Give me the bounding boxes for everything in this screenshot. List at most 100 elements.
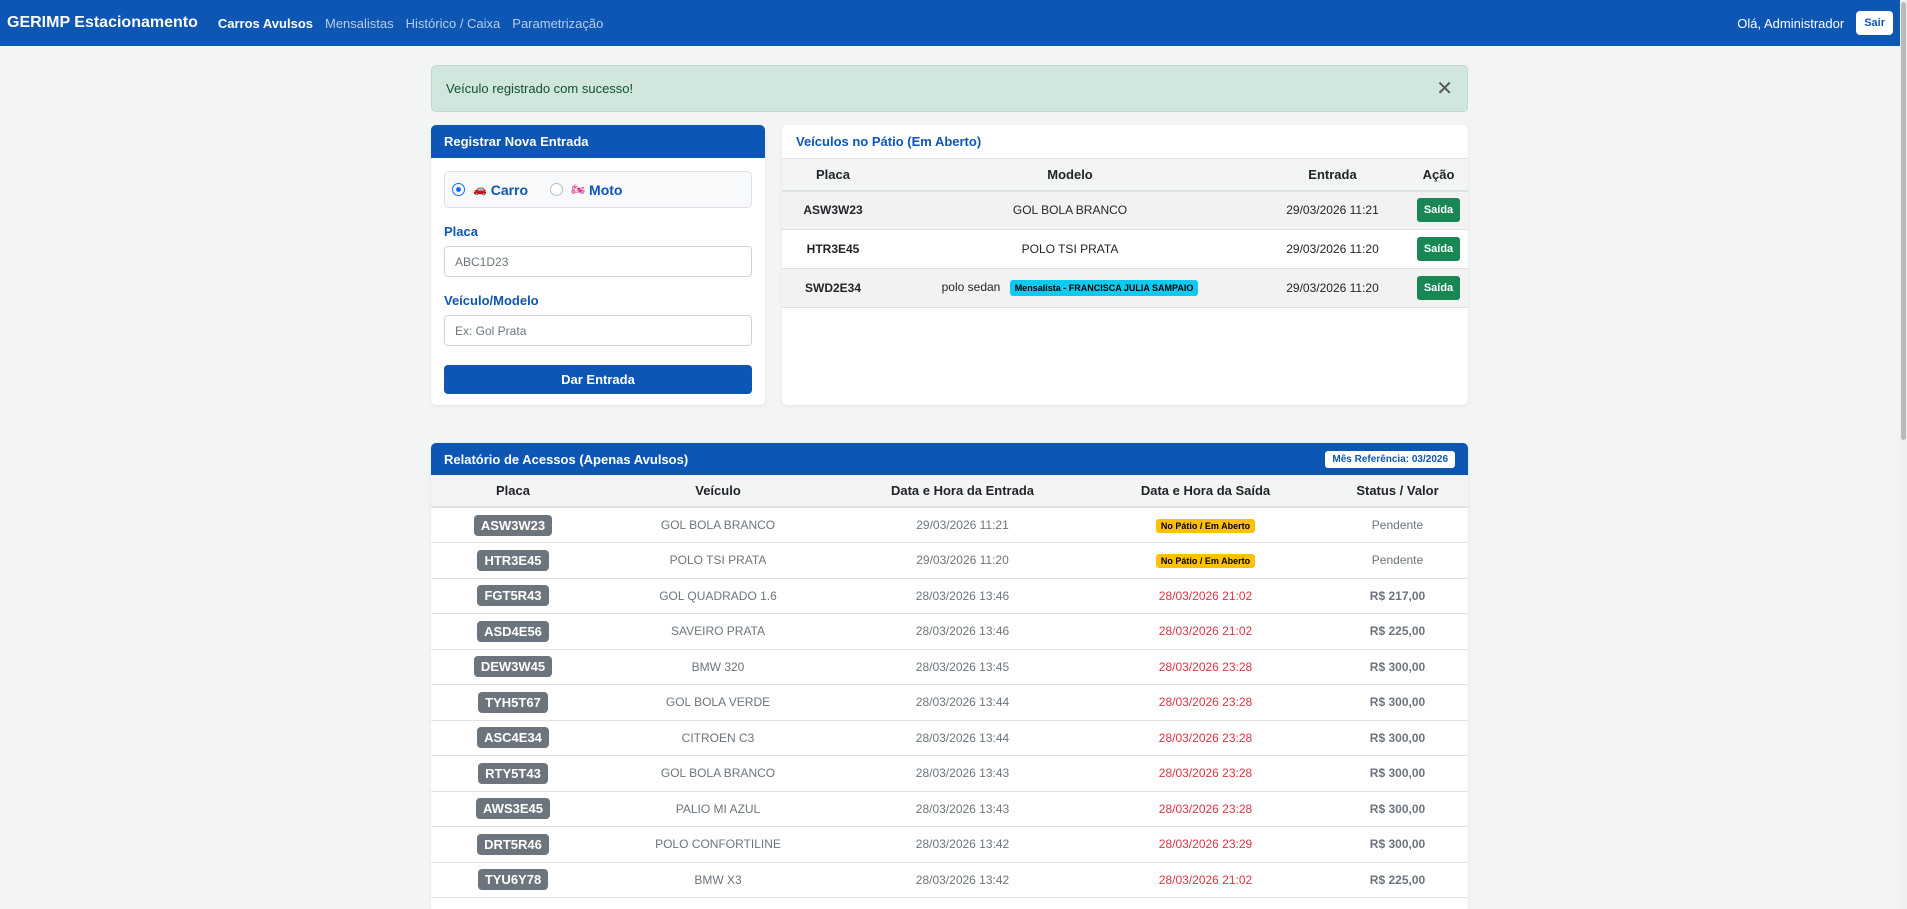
- patio-acao-cell: Saída: [1409, 190, 1468, 230]
- report-saida: 28/03/2026 23:28: [1158, 801, 1253, 816]
- patio-header-acao: Ação: [1409, 158, 1468, 192]
- patio-row: SWD2E34 polo sedan Mensalista - FRANCISC…: [782, 268, 1468, 308]
- report-header-status: Status / Valor: [1327, 475, 1468, 508]
- report-veiculo: BMW 320: [595, 649, 841, 685]
- nav-historico-caixa[interactable]: Histórico / Caixa: [405, 15, 501, 31]
- report-entrada: 29/03/2026 11:20: [841, 542, 1084, 579]
- report-placa-cell: ASC4E34: [431, 720, 595, 756]
- placa-label: Placa: [444, 224, 478, 239]
- report-title: Relatório de Acessos (Apenas Avulsos): [444, 451, 689, 467]
- report-entrada: 28/03/2026 13:46: [841, 613, 1084, 650]
- report-saida-cell: 28/03/2026 23:28: [1084, 720, 1327, 756]
- report-veiculo: SAVEIRO PRATA: [595, 613, 841, 650]
- report-saida: 28/03/2026 23:29: [1158, 837, 1253, 852]
- scrollbar-thumb[interactable]: [1901, 2, 1906, 440]
- plate-badge: ASC4E34: [477, 727, 549, 749]
- patio-placa: SWD2E34: [782, 268, 884, 308]
- report-status: Pendente: [1327, 542, 1468, 579]
- nav-parametrizacao[interactable]: Parametrização: [512, 15, 604, 31]
- motorcycle-icon: 🏍: [571, 184, 586, 196]
- entry-card: Registrar Nova Entrada 🚗 Carro 🏍 Moto Pl…: [431, 125, 765, 405]
- patio-card-title: Veículos no Pátio (Em Aberto): [782, 125, 1468, 158]
- no-patio-badge: No Pátio / Em Aberto: [1155, 518, 1256, 533]
- radio-moto[interactable]: [550, 183, 564, 196]
- report-card: Relatório de Acessos (Apenas Avulsos) Mê…: [431, 443, 1468, 909]
- report-status: R$ 300,00: [1327, 791, 1468, 827]
- report-row: AWS3E45 PALIO MI AZUL 28/03/2026 13:43 28/0…: [431, 791, 1468, 827]
- report-entrada: 28/03/2026 13:44: [841, 684, 1084, 721]
- report-status: R$ 300,00: [1327, 720, 1468, 756]
- patio-placa: ASW3W23: [782, 190, 884, 230]
- report-header-entrada: Data e Hora da Entrada: [841, 475, 1084, 508]
- plate-badge: TYU6Y78: [477, 869, 549, 891]
- modelo-input[interactable]: Ex: Gol Prata: [444, 315, 752, 346]
- radio-carro[interactable]: [452, 183, 465, 196]
- placa-input[interactable]: ABC1D23: [444, 246, 752, 277]
- dar-entrada-button[interactable]: Dar Entrada: [444, 365, 752, 394]
- report-status: R$ 300,00: [1327, 755, 1468, 792]
- report-row: HTR3E45 POLO TSI PRATA 29/03/2026 11:20 No …: [431, 542, 1468, 579]
- patio-row: HTR3E45 POLO TSI PRATA 29/03/2026 11:20 …: [782, 229, 1468, 269]
- patio-header-placa: Placa: [782, 158, 884, 192]
- top-navbar: GERIMP Estacionamento Carros Avulsos Men…: [0, 0, 1900, 46]
- report-row: ASC4E34 CITROEN C3 28/03/2026 13:44 28/03/2…: [431, 720, 1468, 756]
- report-row: ASW3W23 GOL BOLA BRANCO 29/03/2026 11:21 No…: [431, 507, 1468, 543]
- saida-button[interactable]: Saída: [1416, 198, 1461, 223]
- report-body: ASW3W23 GOL BOLA BRANCO 29/03/2026 11:21 No…: [431, 507, 1468, 898]
- plate-badge: ASD4E56: [477, 620, 549, 642]
- brand-logo[interactable]: GERIMP Estacionamento: [7, 14, 198, 31]
- plate-badge: ASW3W23: [473, 514, 553, 536]
- report-row: RTY5T43 GOL BOLA BRANCO 28/03/2026 13:43 28…: [431, 755, 1468, 792]
- report-header-placa: Placa: [431, 475, 595, 508]
- report-entrada: 28/03/2026 13:43: [841, 791, 1084, 827]
- plate-badge: TYH5T67: [478, 691, 548, 713]
- patio-modelo: polo sedan: [941, 280, 1001, 294]
- no-patio-badge: No Pátio / Em Aberto: [1155, 553, 1256, 568]
- report-saida: 28/03/2026 23:28: [1158, 730, 1253, 745]
- report-veiculo: GOL QUADRADO 1.6: [595, 578, 841, 614]
- success-alert: Veículo registrado com sucesso! ✕: [431, 65, 1468, 112]
- report-status: R$ 225,00: [1327, 613, 1468, 650]
- logout-button[interactable]: Sair: [1856, 11, 1893, 35]
- report-saida-cell: 28/03/2026 23:28: [1084, 684, 1327, 721]
- report-saida: 28/03/2026 23:28: [1158, 695, 1253, 710]
- patio-acao-cell: Saída: [1409, 268, 1468, 308]
- patio-placa: HTR3E45: [782, 229, 884, 269]
- report-placa-cell: DEW3W45: [431, 649, 595, 685]
- radio-moto-label[interactable]: Moto: [589, 181, 623, 198]
- saida-button[interactable]: Saída: [1416, 237, 1461, 261]
- radio-carro-label[interactable]: Carro: [490, 181, 529, 198]
- close-icon[interactable]: ✕: [1436, 77, 1453, 100]
- page-scrollbar[interactable]: [1900, 0, 1907, 909]
- report-entrada: 28/03/2026 13:46: [841, 578, 1084, 614]
- report-veiculo: GOL BOLA BRANCO: [595, 755, 841, 792]
- car-icon: 🚗: [473, 184, 487, 196]
- mensalista-badge: Mensalista - FRANCISCA JULIA SAMPAIO: [1009, 280, 1199, 296]
- plate-badge: DRT5R46: [477, 833, 549, 855]
- report-placa-cell: AWS3E45: [431, 791, 595, 827]
- report-entrada: 28/03/2026 13:43: [841, 755, 1084, 792]
- report-entrada: 28/03/2026 13:44: [841, 720, 1084, 756]
- user-greeting: Olá, Administrador: [1737, 15, 1845, 31]
- report-saida: 28/03/2026 21:02: [1158, 872, 1253, 887]
- nav-right: Olá, Administrador Sair: [1737, 11, 1893, 35]
- plate-badge: RTY5T43: [478, 762, 548, 784]
- month-reference-badge: Mês Referência: 03/2026: [1325, 450, 1455, 468]
- report-entrada: 29/03/2026 11:21: [841, 507, 1084, 543]
- saida-button[interactable]: Saída: [1416, 276, 1461, 300]
- report-placa-cell: RTY5T43: [431, 755, 595, 792]
- report-placa-cell: DRT5R46: [431, 826, 595, 863]
- report-row: DRT5R46 POLO CONFORTILINE 28/03/2026 13:42…: [431, 826, 1468, 863]
- report-veiculo: POLO TSI PRATA: [595, 542, 841, 579]
- report-placa-cell: ASW3W23: [431, 507, 595, 543]
- report-status: Pendente: [1327, 507, 1468, 543]
- nav-mensalistas[interactable]: Mensalistas: [325, 15, 394, 31]
- patio-entrada: 29/03/2026 11:21: [1256, 190, 1409, 230]
- report-placa-cell: TYH5T67: [431, 684, 595, 721]
- patio-acao-cell: Saída: [1409, 229, 1468, 269]
- nav-carros-avulsos[interactable]: Carros Avulsos: [217, 15, 313, 31]
- report-placa-cell: ASD4E56: [431, 613, 595, 650]
- report-saida: 28/03/2026 23:28: [1158, 659, 1253, 674]
- report-saida-cell: 28/03/2026 21:02: [1084, 578, 1327, 614]
- entry-card-title: Registrar Nova Entrada: [431, 125, 765, 158]
